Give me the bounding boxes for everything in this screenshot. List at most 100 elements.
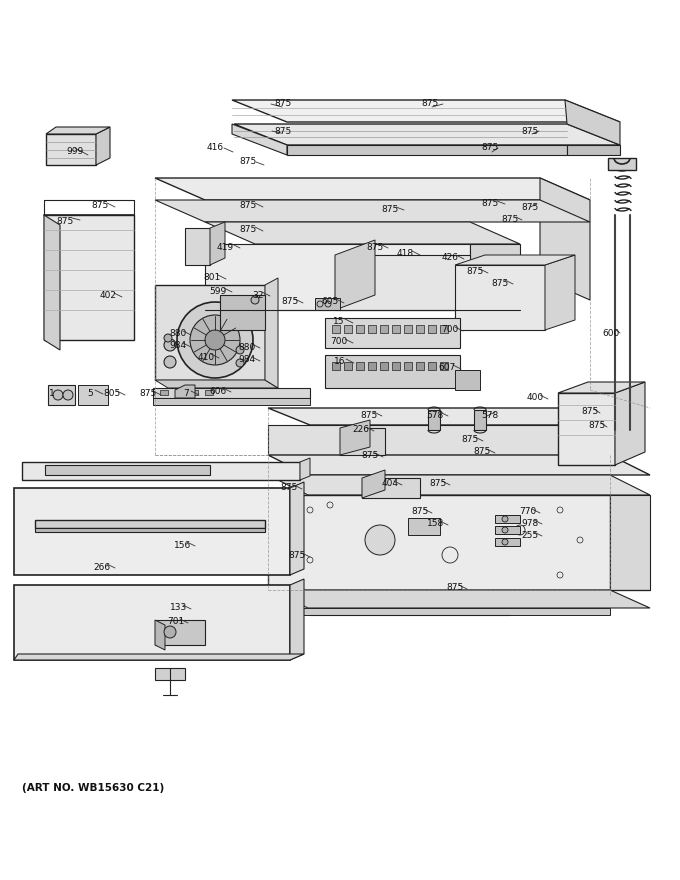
Polygon shape [408, 518, 440, 535]
Polygon shape [335, 240, 375, 310]
Bar [416, 362, 424, 370]
Circle shape [236, 346, 244, 354]
Text: 578: 578 [481, 410, 498, 420]
Text: 156: 156 [174, 540, 192, 549]
Circle shape [63, 390, 73, 400]
Text: 875: 875 [274, 127, 292, 136]
Text: 7: 7 [183, 390, 189, 399]
Bar [344, 362, 352, 370]
Bar [190, 390, 198, 395]
Bar [205, 390, 213, 395]
Bar [380, 325, 388, 333]
Bar [332, 325, 340, 333]
Text: 984: 984 [239, 356, 256, 364]
Text: 606: 606 [209, 386, 226, 395]
Text: 701: 701 [167, 618, 185, 627]
Text: 426: 426 [441, 253, 458, 262]
Text: 875: 875 [288, 552, 305, 561]
Text: 402: 402 [99, 291, 116, 300]
Polygon shape [155, 620, 205, 645]
Bar [344, 325, 352, 333]
Text: 16: 16 [335, 357, 345, 366]
Polygon shape [340, 428, 385, 455]
Text: 805: 805 [103, 390, 120, 399]
Circle shape [190, 315, 240, 365]
Bar [404, 325, 412, 333]
Polygon shape [455, 255, 575, 265]
Polygon shape [155, 620, 165, 650]
Polygon shape [290, 482, 304, 575]
Text: 255: 255 [522, 531, 539, 539]
Text: 875: 875 [239, 225, 256, 234]
Polygon shape [232, 124, 287, 155]
Polygon shape [232, 100, 620, 122]
Polygon shape [608, 158, 636, 170]
Polygon shape [46, 134, 96, 165]
Circle shape [236, 359, 244, 367]
Text: 32: 32 [252, 290, 264, 299]
Text: 875: 875 [473, 448, 491, 457]
Bar [175, 390, 183, 395]
Text: 875: 875 [381, 206, 398, 215]
Bar [440, 325, 448, 333]
Polygon shape [540, 178, 590, 300]
Text: 875: 875 [274, 99, 292, 108]
Polygon shape [205, 222, 520, 244]
Text: 410: 410 [197, 353, 215, 362]
Bar [380, 362, 388, 370]
Polygon shape [268, 408, 612, 425]
Polygon shape [300, 458, 310, 480]
Text: 700: 700 [441, 326, 458, 334]
Polygon shape [175, 385, 195, 398]
Text: 226: 226 [352, 426, 369, 435]
Text: 700: 700 [330, 338, 347, 347]
Polygon shape [155, 668, 185, 680]
Text: 875: 875 [522, 202, 539, 211]
Text: 875: 875 [429, 480, 447, 488]
Polygon shape [558, 382, 645, 393]
Polygon shape [362, 470, 385, 498]
Bar [356, 325, 364, 333]
Text: 578: 578 [426, 410, 443, 420]
Text: 404: 404 [381, 480, 398, 488]
Text: 978: 978 [522, 518, 539, 527]
Polygon shape [155, 380, 278, 388]
Polygon shape [455, 370, 480, 390]
Bar [440, 362, 448, 370]
Text: 875: 875 [481, 143, 498, 152]
Polygon shape [268, 425, 570, 455]
Text: 875: 875 [239, 202, 256, 210]
Circle shape [164, 339, 176, 351]
Polygon shape [570, 408, 612, 455]
Bar [356, 362, 364, 370]
Bar [45, 465, 210, 475]
Polygon shape [558, 393, 615, 465]
Bar [495, 526, 520, 534]
Bar [332, 362, 340, 370]
Text: 605: 605 [322, 297, 339, 306]
Polygon shape [615, 382, 645, 465]
Text: 5: 5 [87, 388, 93, 398]
Text: 418: 418 [396, 250, 413, 259]
Polygon shape [335, 255, 470, 310]
Text: 875: 875 [411, 508, 428, 517]
Bar [495, 538, 520, 546]
Circle shape [365, 525, 395, 555]
Text: 875: 875 [588, 422, 606, 430]
Polygon shape [35, 520, 265, 528]
Bar [428, 325, 436, 333]
Polygon shape [268, 495, 610, 590]
Polygon shape [185, 228, 210, 265]
Polygon shape [325, 318, 460, 348]
Text: 875: 875 [581, 407, 598, 416]
Polygon shape [234, 124, 620, 145]
Polygon shape [325, 355, 460, 388]
Text: 875: 875 [367, 243, 384, 252]
Circle shape [251, 296, 259, 304]
Polygon shape [46, 127, 110, 134]
Polygon shape [155, 285, 265, 380]
Text: 875: 875 [446, 583, 464, 592]
Circle shape [164, 356, 176, 368]
Text: 875: 875 [422, 99, 439, 108]
Polygon shape [14, 488, 290, 575]
